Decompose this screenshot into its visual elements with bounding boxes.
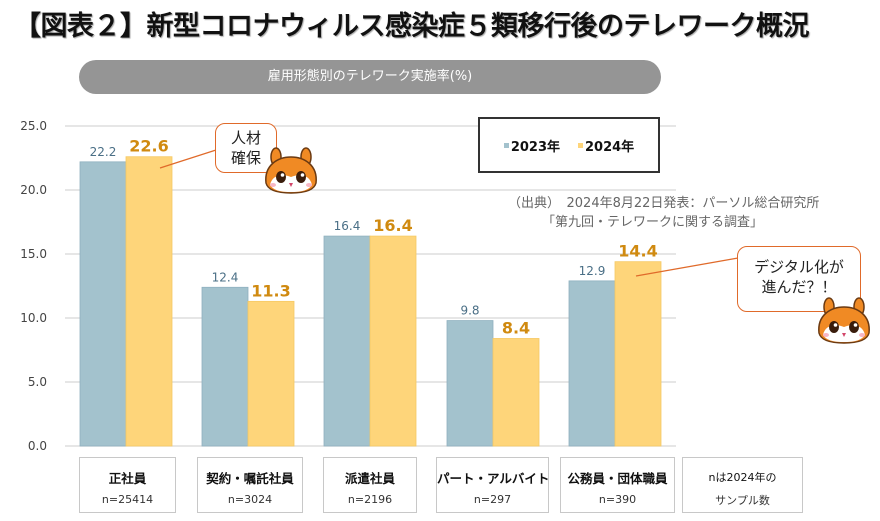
source-line-2: 「第九回・テレワークに関する調査」	[542, 215, 764, 230]
y-tick-label: 25.0	[20, 119, 47, 133]
callout-text-line1: 人材	[230, 129, 261, 147]
data-label: 8.4	[502, 318, 530, 337]
bar-2023年-契約・嘱託社員	[201, 286, 249, 447]
note-line-2: サンプル数	[715, 494, 770, 507]
legend-swatch-2024	[578, 142, 583, 148]
category-name: 正社員	[108, 471, 147, 486]
bar-2024年-契約・嘱託社員	[247, 300, 295, 447]
data-label: 12.9	[579, 264, 606, 278]
category-name: 派遣社員	[344, 471, 395, 486]
data-label: 16.4	[373, 216, 412, 235]
legend-swatch-2023	[503, 142, 509, 148]
y-tick-label: 20.0	[20, 183, 47, 197]
callout-text-line1: デジタル化が	[754, 258, 844, 276]
y-tick-label: 0.0	[28, 439, 47, 453]
chart-legend: 2023年 2024年	[478, 117, 660, 173]
data-label: 16.4	[334, 219, 361, 233]
bar-2024年-公務員・団体職員	[614, 261, 662, 447]
data-label: 9.8	[460, 304, 479, 318]
category-box-regular: 正社員 n=25414	[79, 457, 176, 513]
bar-2023年-パート・アルバイト	[446, 320, 494, 447]
chart-subtitle: 雇用形態別のテレワーク実施率(%)	[79, 60, 661, 94]
bar-2024年-パート・アルバイト	[492, 338, 540, 447]
data-label: 14.4	[618, 242, 657, 261]
category-sample-size: n=297	[473, 493, 512, 506]
category-sample-size: n=390	[598, 493, 637, 506]
bar-2023年-正社員	[79, 161, 127, 447]
note-line-1: nは2024年の	[708, 471, 777, 484]
category-box-dispatch: 派遣社員 n=2196	[323, 457, 417, 513]
legend-item-2024: 2024年	[578, 136, 634, 155]
data-label: 12.4	[212, 270, 239, 284]
category-name: 契約・嘱託社員	[206, 471, 294, 486]
bar-2023年-公務員・団体職員	[568, 280, 616, 447]
y-tick-label: 5.0	[28, 375, 47, 389]
callout-text-line2: 進んだ？！	[761, 278, 837, 296]
category-sample-size: n=2196	[347, 493, 393, 506]
page-title: 【図表２】新型コロナウィルス感染症５類移行後のテレワーク概況	[14, 11, 810, 42]
category-box-public: 公務員・団体職員 n=390	[560, 457, 675, 513]
data-label: 22.6	[129, 137, 168, 156]
bar-2024年-正社員	[125, 156, 173, 447]
bar-2024年-派遣社員	[369, 235, 417, 447]
y-tick-label: 10.0	[20, 311, 47, 325]
source-line-1: （出典） 2024年8月22日発表：パーソル総合研究所	[508, 196, 820, 211]
category-box-contract: 契約・嘱託社員 n=3024	[197, 457, 303, 513]
category-sample-size: n=3024	[227, 493, 273, 506]
category-sample-size: n=25414	[101, 493, 154, 506]
legend-label-2024: 2024年	[585, 139, 635, 155]
squirrel-mascot-icon	[818, 297, 870, 344]
data-label: 22.2	[90, 145, 117, 159]
category-name: パート・アルバイト	[437, 471, 550, 486]
squirrel-mascot-icon	[265, 147, 317, 194]
callout-bubble-digital: デジタル化が 進んだ？！	[737, 246, 861, 312]
y-tick-label: 15.0	[20, 247, 47, 261]
data-label: 11.3	[251, 281, 290, 300]
category-name: 公務員・団体職員	[567, 471, 668, 486]
category-box-parttime: パート・アルバイト n=297	[436, 457, 549, 513]
callout-text-line2: 確保	[230, 149, 261, 167]
legend-item-2023: 2023年	[503, 136, 560, 155]
sample-size-note: nは2024年の サンプル数	[682, 457, 803, 513]
legend-label-2023: 2023年	[510, 139, 560, 155]
bar-2023年-派遣社員	[323, 235, 371, 447]
callout-bubble-talent: 人材 確保	[215, 123, 277, 173]
